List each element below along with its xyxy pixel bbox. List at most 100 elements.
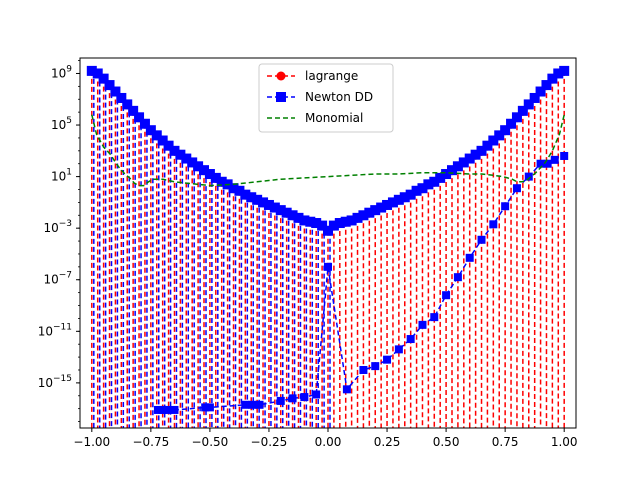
x-tick-label: 0.25 [374, 435, 401, 449]
newton-dd-lower-point [324, 262, 332, 271]
newton-dd-point [92, 68, 103, 79]
newton-dd-point [547, 73, 558, 84]
newton-dd-point [523, 99, 534, 110]
newton-dd-point [163, 140, 174, 151]
newton-dd-lower-point [536, 159, 545, 168]
newton-dd-point [252, 194, 263, 205]
newton-dd-lower-point [465, 253, 474, 262]
newton-dd-point [511, 112, 522, 123]
newton-dd-lower-point [153, 405, 162, 414]
newton-dd-point [317, 220, 328, 231]
newton-dd-point [169, 145, 180, 156]
newton-dd-point [441, 169, 452, 180]
newton-dd-lower-point [163, 405, 172, 414]
newton-dd-lower-point [453, 273, 462, 282]
newton-dd-point [134, 112, 145, 123]
newton-dd-point [399, 192, 410, 203]
newton-dd-lower-point [477, 235, 486, 244]
newton-dd-point [145, 125, 156, 136]
newton-dd-lower-point [205, 403, 214, 412]
newton-dd-point [263, 199, 274, 210]
x-tick-label: 0.75 [492, 435, 519, 449]
newton-dd-point [488, 135, 499, 146]
legend-label: Newton DD [305, 90, 373, 104]
newton-dd-point [340, 216, 351, 227]
legend-label: Monomial [305, 111, 363, 125]
y-tick-label: 105 [51, 116, 72, 132]
x-tick-label: 1.00 [551, 435, 578, 449]
newton-dd-point [299, 215, 310, 226]
y-tick-label: 10−11 [38, 322, 72, 338]
newton-dd-point [423, 179, 434, 190]
newton-dd-point [110, 86, 121, 97]
newton-dd-point [139, 118, 150, 129]
newton-dd-point [157, 135, 168, 146]
newton-dd-point [358, 210, 369, 221]
newton-dd-point [275, 205, 286, 216]
newton-dd-lower-point [430, 313, 439, 322]
newton-dd-point [323, 225, 333, 236]
newton-dd-point [216, 176, 227, 187]
newton-dd-point [246, 192, 257, 203]
newton-dd-point [476, 145, 487, 156]
newton-dd-point [559, 65, 570, 76]
newton-dd-point [193, 161, 204, 172]
newton-dd-point [281, 207, 292, 218]
legend-marker [276, 92, 286, 102]
y-tick-label: 10−7 [43, 271, 72, 287]
newton-dd-lower-point [442, 291, 451, 300]
newton-dd-point [151, 130, 162, 141]
newton-dd-lower-point [394, 345, 403, 354]
legend-frame [258, 63, 394, 133]
newton-dd-lower-point [158, 405, 167, 414]
newton-dd-point [98, 73, 109, 84]
newton-dd-point [204, 169, 215, 180]
newton-dd-lower-point [359, 365, 368, 374]
newton-dd-point [86, 65, 97, 76]
series-monomial [91, 114, 565, 187]
newton-dd-point [328, 220, 339, 231]
newton-dd-lower-point [276, 396, 285, 405]
y-tick-label: 101 [51, 168, 72, 184]
x-tick-label: −0.50 [192, 435, 229, 449]
newton-dd-point [482, 140, 493, 151]
newton-dd-lower-point [489, 220, 498, 229]
legend-label: lagrange [305, 69, 358, 83]
x-tick-label: 0.00 [315, 435, 342, 449]
newton-dd-point [187, 157, 198, 168]
newton-dd-point [122, 99, 133, 110]
newton-dd-point [535, 86, 546, 97]
newton-dd-lower-line [157, 155, 565, 411]
newton-dd-lower-point [512, 184, 521, 193]
newton-dd-point [553, 68, 564, 79]
newton-dd-point [104, 80, 115, 91]
newton-dd-point [228, 183, 239, 194]
newton-dd-point [376, 202, 387, 213]
newton-dd-point [175, 149, 186, 160]
newton-dd-lower-point [383, 355, 392, 364]
newton-dd-lower-point [248, 400, 257, 409]
monomial-line [91, 114, 565, 187]
newton-dd-point [293, 212, 304, 223]
newton-dd-point [364, 207, 375, 218]
newton-dd-lower-point [201, 403, 210, 412]
newton-dd-point [387, 197, 398, 208]
newton-dd-point [464, 153, 475, 164]
newton-dd-point [116, 92, 127, 103]
y-tick-label: 10−3 [43, 219, 72, 235]
newton-dd-point [370, 205, 381, 216]
newton-dd-point [181, 153, 192, 164]
newton-dd-lower-point [371, 362, 380, 371]
newton-dd-point [541, 80, 552, 91]
newton-dd-point [128, 105, 139, 116]
x-tick-label: −0.25 [251, 435, 288, 449]
plot-area [86, 65, 570, 428]
newton-dd-lower-point [418, 320, 427, 329]
newton-dd-point [234, 185, 245, 196]
newton-dd-point [305, 216, 316, 227]
newton-dd-point [494, 130, 505, 141]
legend: lagrange Newton DD Monomial [258, 63, 394, 133]
x-tick-label: 0.50 [433, 435, 460, 449]
newton-dd-point [258, 197, 269, 208]
